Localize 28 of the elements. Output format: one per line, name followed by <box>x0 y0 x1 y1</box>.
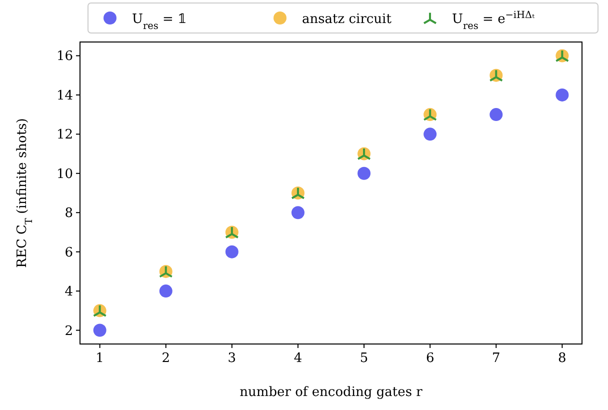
x-tick-label: 7 <box>492 351 500 366</box>
legend-label: U$_{res}$ = 𝟙 <box>132 12 187 32</box>
x-tick-label: 2 <box>162 351 170 366</box>
x-tick-label: 6 <box>426 351 434 366</box>
y-tick-label: 10 <box>56 166 73 182</box>
x-tick-label: 5 <box>360 351 368 366</box>
x-tick-label: 4 <box>294 351 302 366</box>
point <box>490 108 503 122</box>
point <box>225 245 238 258</box>
y-tick-label: 12 <box>56 128 73 143</box>
y-tick-label: 8 <box>64 206 73 222</box>
y-tick-label: 16 <box>56 49 73 64</box>
x-tick-label: 1 <box>96 351 104 366</box>
x-axis-title: number of encoding gates r <box>240 385 424 400</box>
y-tick-label: 14 <box>56 88 73 104</box>
point <box>424 128 437 141</box>
y-tick-label: 6 <box>64 245 73 260</box>
point <box>159 284 172 298</box>
point <box>556 88 569 102</box>
point <box>358 166 371 180</box>
point <box>93 324 106 337</box>
point <box>291 206 304 220</box>
legend-label: U$_{res}$ = e$^{−iHΔₜ}$ <box>452 10 536 32</box>
x-tick-label: 3 <box>228 351 236 366</box>
y-tick-label: 2 <box>64 324 73 339</box>
y-tick-label: 4 <box>64 284 73 300</box>
legend-label: ansatz circuit <box>302 12 392 27</box>
x-tick-label: 8 <box>558 351 566 366</box>
